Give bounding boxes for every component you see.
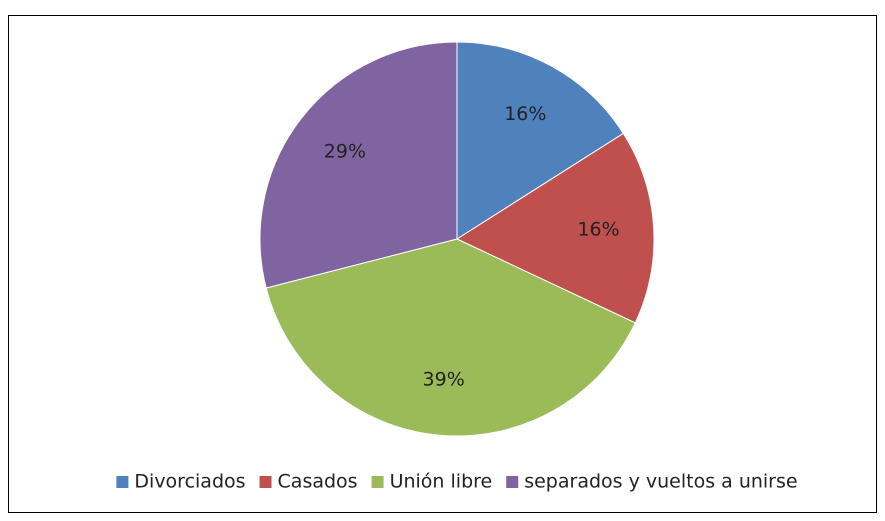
data-label: 39% [423, 369, 465, 391]
data-label: 16% [504, 103, 546, 125]
pie-slice [265, 238, 636, 437]
legend-label: Divorciados [134, 471, 245, 493]
legend-label: Unión libre [390, 471, 493, 493]
legend-swatch [371, 476, 384, 488]
legend-swatch [506, 476, 519, 488]
legend-swatch [116, 476, 129, 488]
pie-slice [455, 132, 655, 324]
legend-label: separados y vueltos a unirse [524, 471, 797, 493]
pie-slice [259, 41, 458, 289]
legend-swatch [259, 476, 272, 488]
pie-slice [456, 41, 625, 240]
legend-label: Casados [278, 471, 358, 493]
data-label: 16% [577, 219, 619, 241]
data-label: 29% [324, 141, 366, 163]
